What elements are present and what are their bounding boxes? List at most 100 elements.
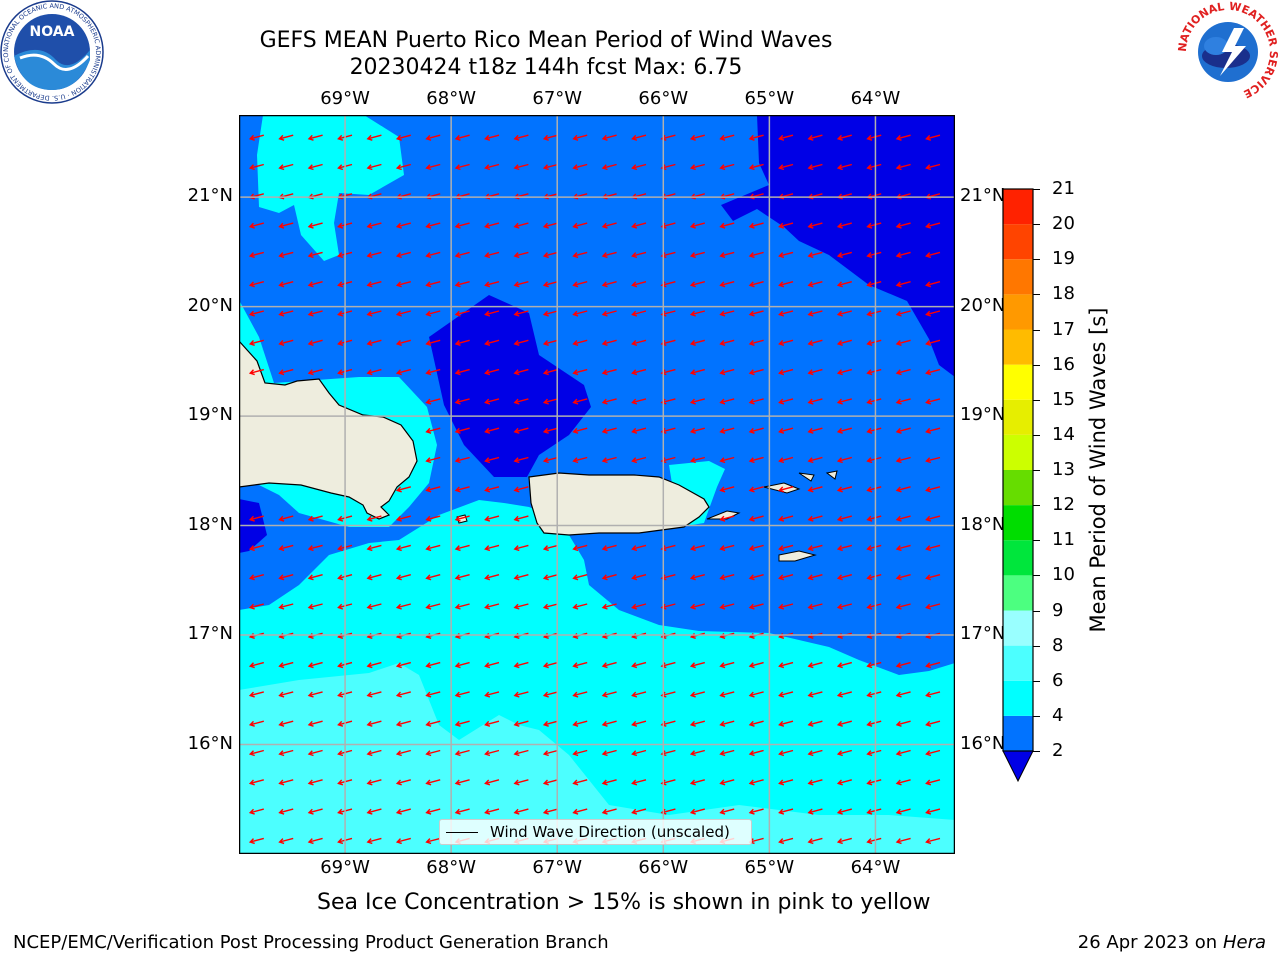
colorbar-tick-label: 2 (1052, 740, 1064, 761)
wind-arrow (807, 134, 823, 141)
wind-arrow (866, 456, 882, 464)
wind-arrow (748, 720, 764, 727)
wind-arrow (866, 574, 882, 581)
wind-arrow (248, 661, 264, 669)
wind-arrow (836, 574, 852, 581)
wind-arrow (395, 808, 411, 815)
colorbar-tick-label: 17 (1052, 318, 1075, 340)
wind-arrow (542, 456, 558, 464)
wind-arrow (278, 603, 294, 610)
wind-arrow (631, 661, 647, 669)
wind-arrow (631, 398, 647, 405)
wind-arrow (807, 222, 823, 229)
wind-arrow (895, 398, 911, 405)
wind-arrow (719, 779, 735, 786)
wind-arrow (454, 339, 470, 346)
colorbar-segment (1003, 540, 1033, 576)
wind-arrow (395, 281, 411, 288)
colorbar-tick-mark (1033, 259, 1040, 261)
wind-arrow (807, 339, 823, 346)
colorbar-tick-mark (1033, 294, 1040, 296)
wind-arrow (513, 603, 529, 610)
wind-arrow (542, 574, 558, 581)
wind-arrow (601, 398, 617, 405)
wind-arrow (425, 222, 441, 229)
wind-arrow (748, 515, 764, 522)
wind-arrow (836, 837, 852, 845)
wind-arrow (248, 222, 264, 229)
footer-host: Hera (1222, 932, 1266, 953)
wind-arrow (895, 837, 911, 845)
wind-arrow (278, 310, 294, 317)
wind-arrow (366, 163, 382, 171)
colorbar-tick-mark (1033, 364, 1040, 366)
wind-arrow (748, 691, 764, 698)
wind-arrow (366, 281, 382, 288)
wind-arrow (895, 163, 911, 171)
wind-arrow (807, 720, 823, 727)
wind-arrow (542, 808, 558, 815)
wind-arrow (572, 310, 588, 317)
wind-arrow (307, 720, 323, 727)
wind-arrow (484, 603, 500, 610)
wind-arrow (395, 691, 411, 698)
deep-region-ne (721, 115, 955, 377)
wind-arrow (307, 281, 323, 288)
wind-arrow (807, 837, 823, 845)
lat-tick-label-right: 18°N (960, 513, 1006, 535)
colorbar-tick-mark (1033, 434, 1040, 436)
wind-arrow (278, 281, 294, 288)
wind-arrow (689, 749, 705, 757)
wind-arrow (689, 691, 705, 698)
wind-arrow (631, 134, 647, 141)
wind-arrow (748, 808, 764, 815)
wind-arrow (895, 544, 911, 552)
wind-arrow (513, 339, 529, 346)
colorbar-tick-label: 6 (1052, 669, 1064, 691)
wind-arrow (689, 134, 705, 141)
wind-arrow (925, 427, 941, 434)
wind-arrow (484, 251, 500, 259)
wind-arrow (895, 691, 911, 698)
wind-arrow (778, 163, 794, 171)
wind-arrow (454, 486, 470, 493)
wind-arrow (601, 163, 617, 171)
wind-arrow (836, 427, 852, 434)
wind-arrow (307, 368, 323, 376)
wind-arrow (513, 691, 529, 698)
wind-arrow (366, 515, 382, 522)
wind-arrow (836, 661, 852, 669)
wind-arrow (366, 544, 382, 552)
wind-arrow (631, 427, 647, 434)
lat-tick-label-left: 16°N (187, 732, 233, 754)
wind-arrow (307, 163, 323, 171)
wind-arrow (807, 603, 823, 610)
wind-arrow (395, 222, 411, 229)
wind-arrow (836, 544, 852, 552)
wind-arrow (719, 134, 735, 141)
colorbar-segment (1003, 189, 1033, 225)
wind-arrow (278, 544, 294, 552)
wind-arrow (836, 310, 852, 317)
wind-arrow (484, 427, 500, 434)
wind-arrow (513, 310, 529, 317)
wind-arrow (836, 339, 852, 346)
wind-arrow (307, 749, 323, 757)
wind-arrow (925, 691, 941, 698)
colorbar-tick-label: 4 (1052, 704, 1064, 726)
lon-tick-label-bottom: 65°W (744, 857, 795, 878)
wind-arrow (778, 456, 794, 464)
wind-arrow (631, 310, 647, 317)
wind-arrow (366, 720, 382, 727)
wind-arrow (572, 427, 588, 434)
wind-arrow (866, 691, 882, 698)
wind-arrow (425, 310, 441, 317)
lon-tick-label-bottom: 69°W (320, 857, 370, 878)
wind-arrow (366, 691, 382, 698)
wind-arrow (248, 691, 264, 698)
wind-arrow (454, 281, 470, 288)
wind-arrow (748, 574, 764, 581)
wind-arrow (601, 251, 617, 259)
wind-arrow (454, 456, 470, 464)
wind-arrow (778, 251, 794, 259)
